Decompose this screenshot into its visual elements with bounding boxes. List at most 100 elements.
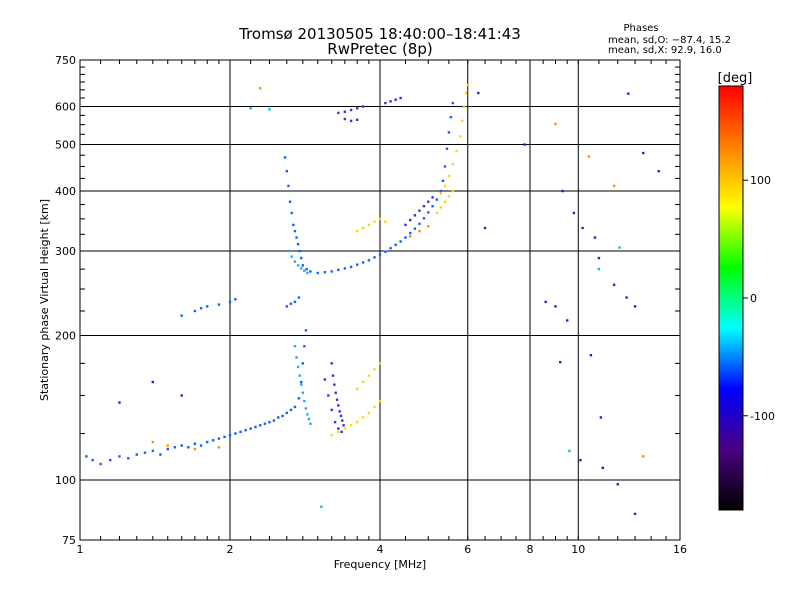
y-tick-label: 75 bbox=[62, 534, 76, 547]
data-point bbox=[293, 229, 297, 233]
data-point bbox=[341, 419, 344, 422]
colorbar-ticks: 100 0 -100 bbox=[743, 174, 775, 423]
data-point bbox=[285, 305, 288, 308]
data-point bbox=[367, 411, 371, 415]
data-point bbox=[343, 110, 347, 113]
data-point bbox=[579, 458, 582, 462]
phase-stats-o: mean, sd,O: −87.4, 15.2 bbox=[608, 35, 731, 46]
x-tick-label: 4 bbox=[377, 543, 384, 556]
y-tick-label: 500 bbox=[55, 139, 76, 152]
data-point bbox=[239, 430, 242, 434]
data-point bbox=[384, 220, 387, 224]
data-point bbox=[268, 108, 271, 111]
colorbar-tick-label: 0 bbox=[750, 292, 757, 305]
data-point bbox=[439, 206, 443, 209]
data-point bbox=[330, 408, 333, 412]
data-point bbox=[343, 267, 347, 270]
data-point bbox=[337, 404, 340, 407]
data-point bbox=[298, 249, 301, 253]
data-point bbox=[323, 271, 327, 274]
data-point bbox=[118, 455, 121, 458]
data-point bbox=[483, 226, 487, 230]
phase-stats-heading: Phases bbox=[623, 23, 658, 34]
data-point bbox=[228, 433, 232, 437]
data-point bbox=[449, 116, 453, 119]
chart-subtitle: RwPretec (8p) bbox=[327, 40, 432, 58]
colorbar-label: [deg] bbox=[718, 71, 753, 86]
data-point bbox=[304, 407, 308, 410]
data-point bbox=[443, 184, 447, 188]
data-point bbox=[367, 374, 371, 377]
data-point bbox=[581, 226, 584, 230]
data-point bbox=[305, 267, 308, 271]
data-point bbox=[288, 200, 292, 203]
data-point bbox=[355, 118, 359, 121]
data-point bbox=[625, 296, 628, 299]
data-point bbox=[361, 226, 365, 230]
axis-ticks: 1 2 4 6 8 10 16 75 100 200 300 400 500 600 750 bbox=[55, 54, 687, 556]
data-point bbox=[99, 462, 102, 466]
data-point bbox=[309, 422, 312, 425]
data-point bbox=[378, 362, 382, 365]
data-point bbox=[173, 446, 177, 449]
data-point bbox=[297, 397, 301, 400]
data-point bbox=[349, 424, 353, 427]
data-point bbox=[447, 174, 451, 178]
data-point bbox=[367, 259, 371, 262]
data-point bbox=[296, 365, 300, 369]
data-point bbox=[633, 512, 637, 516]
data-point bbox=[409, 235, 412, 238]
data-point bbox=[217, 303, 221, 306]
data-point bbox=[616, 483, 619, 486]
data-point bbox=[593, 236, 597, 239]
data-point bbox=[441, 179, 445, 183]
data-point bbox=[612, 283, 616, 287]
data-point bbox=[330, 270, 333, 273]
data-point bbox=[307, 417, 311, 421]
data-point bbox=[399, 96, 402, 100]
data-point bbox=[343, 117, 347, 121]
data-point bbox=[295, 356, 298, 359]
data-point bbox=[445, 147, 449, 150]
x-tick-label: 10 bbox=[571, 543, 585, 556]
data-point bbox=[334, 391, 337, 394]
data-point bbox=[459, 135, 462, 138]
data-point bbox=[290, 211, 293, 215]
data-point bbox=[439, 189, 443, 193]
data-point bbox=[297, 296, 301, 299]
data-point bbox=[306, 413, 309, 416]
data-point bbox=[587, 155, 591, 158]
data-point bbox=[384, 101, 387, 105]
data-point bbox=[293, 405, 297, 409]
data-point bbox=[300, 256, 303, 260]
data-point bbox=[180, 394, 183, 397]
data-point bbox=[330, 362, 333, 365]
data-point bbox=[85, 455, 88, 458]
data-point bbox=[327, 394, 330, 397]
data-point bbox=[627, 92, 630, 95]
data-point bbox=[355, 263, 359, 266]
data-point bbox=[217, 437, 221, 440]
data-point bbox=[309, 270, 312, 273]
data-point bbox=[338, 410, 341, 413]
data-point bbox=[373, 220, 376, 224]
x-axis-label: Frequency [MHz] bbox=[334, 558, 426, 571]
data-point bbox=[422, 217, 426, 220]
data-point bbox=[554, 122, 557, 126]
y-tick-label: 100 bbox=[55, 474, 76, 487]
data-point bbox=[193, 309, 197, 313]
data-point bbox=[389, 100, 392, 103]
data-point bbox=[180, 444, 183, 447]
data-point bbox=[642, 151, 645, 155]
data-point bbox=[404, 236, 407, 239]
data-point bbox=[228, 300, 232, 304]
data-point bbox=[268, 420, 271, 424]
data-point bbox=[333, 383, 336, 386]
data-point bbox=[443, 200, 447, 203]
data-point bbox=[367, 223, 371, 227]
data-point bbox=[151, 440, 155, 444]
data-point bbox=[349, 265, 353, 269]
data-point bbox=[151, 380, 155, 384]
data-point bbox=[109, 458, 112, 462]
